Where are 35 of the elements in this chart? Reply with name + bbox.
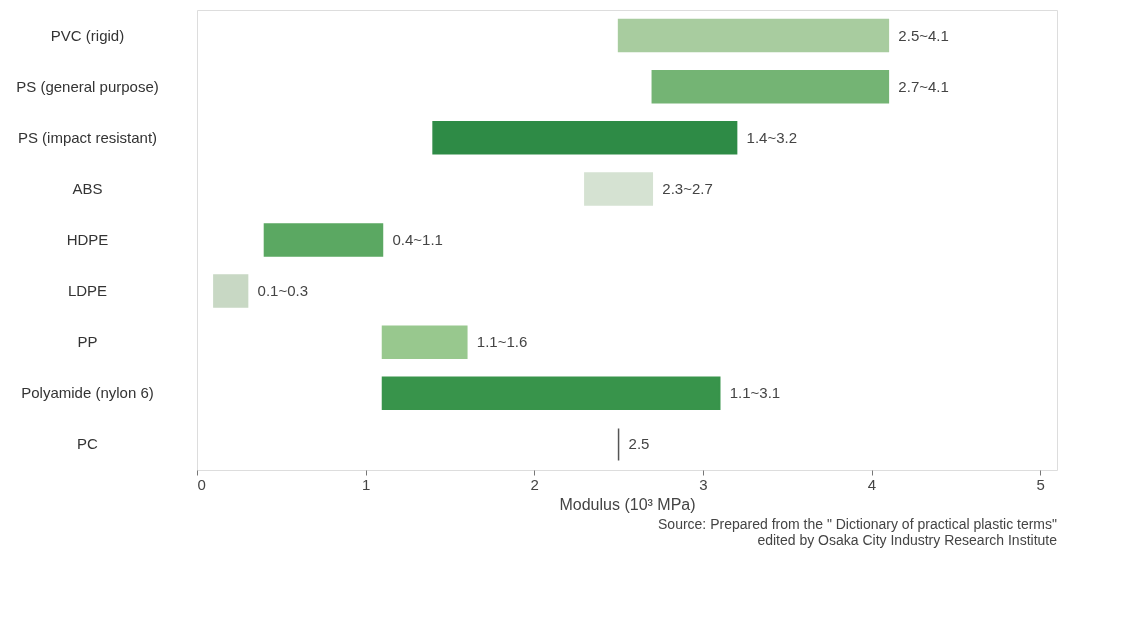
y-tick-label: PVC (rigid) (50, 26, 125, 44)
y-tick-label: Polyamide (nylon 6) (21, 384, 154, 402)
y-tick-label: HDPE (66, 231, 109, 248)
annotation: 2.5 (628, 435, 650, 453)
y-tick-label: ABS (72, 179, 103, 197)
x-tick-label: 1 (361, 475, 371, 493)
bar (617, 18, 890, 53)
annotation: 2.7~4.1 (898, 77, 949, 95)
y-tick-label: PP (77, 333, 98, 351)
bar (432, 121, 738, 155)
annotation: 2.3~2.7 (662, 179, 713, 197)
y-tick-label: PC (77, 435, 99, 453)
y-tick-label: PS (impact resistant) (17, 128, 158, 146)
bar (263, 223, 384, 257)
annotation: 2.5~4.1 (898, 26, 949, 44)
annotation: 0.4~1.1 (392, 231, 443, 248)
bar (381, 325, 468, 359)
annotation: 1.1~3.1 (729, 384, 781, 402)
x-tick-label: 0 (197, 475, 206, 493)
text: edited by Osaka City Industry Research Institute (757, 532, 1058, 548)
annotation: 0.1~0.3 (257, 282, 309, 300)
x-tick-label: 2 (530, 475, 539, 493)
bar (651, 69, 890, 104)
annotation: 1.1~1.6 (476, 333, 528, 351)
bar (213, 274, 249, 308)
source-note: Source: Prepared from the " Dictionary of practical plastic terms" (658, 516, 1058, 532)
y-tick-label: PS (general purpose) (16, 77, 159, 95)
x-tick-label: 3 (699, 475, 708, 493)
x-tick-label: 5 (1036, 475, 1045, 493)
x-axis-title: Modulus (10³ MPa) (559, 495, 696, 513)
x-tick-label: 4 (867, 475, 877, 493)
annotation: 1.4~3.2 (746, 128, 798, 146)
bar (381, 376, 721, 411)
y-tick-label: LDPE (67, 282, 108, 300)
bar (584, 172, 654, 206)
